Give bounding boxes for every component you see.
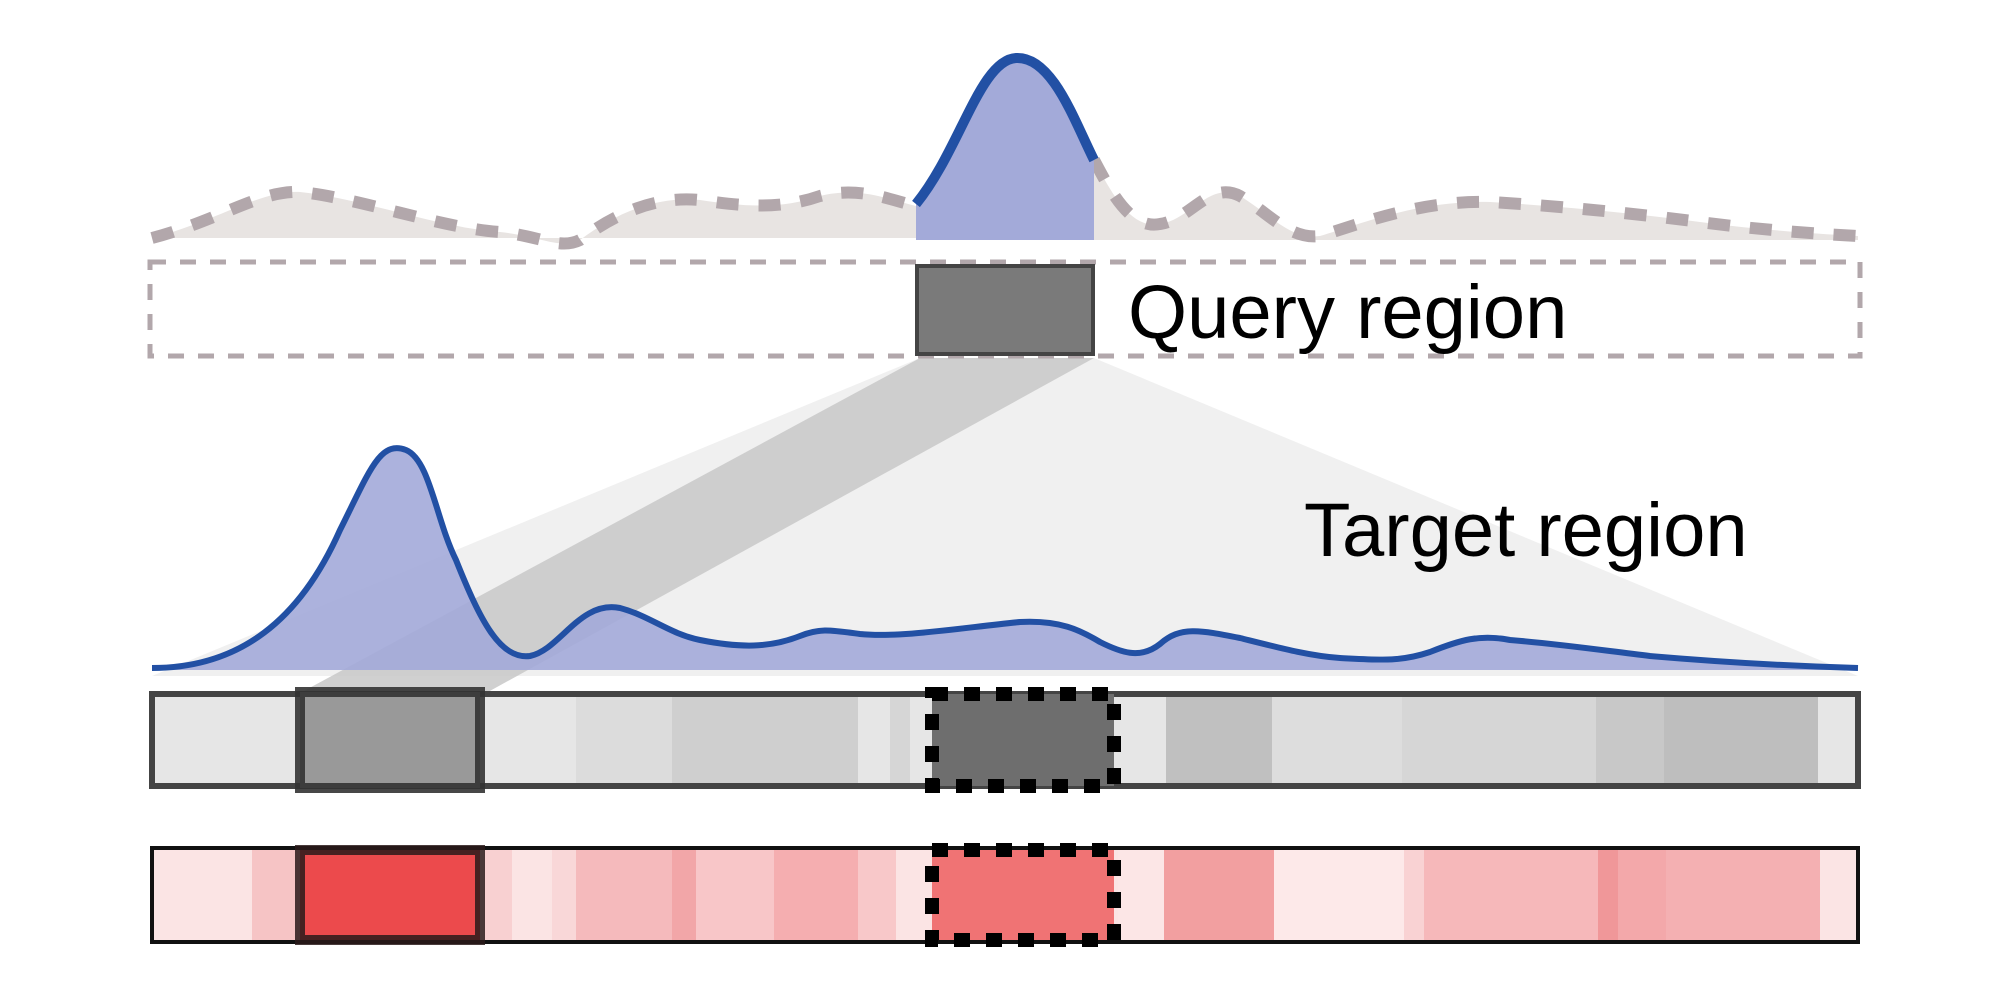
query-region-label: Query region <box>1128 270 1567 355</box>
target-signal-line <box>151 445 1859 671</box>
query-background-signal-dashed-right <box>1088 157 1859 243</box>
red-segment <box>552 848 576 942</box>
red-segment <box>858 848 896 942</box>
red-segment <box>484 848 512 942</box>
gray-match-box <box>295 687 485 793</box>
red-segment <box>1598 848 1618 942</box>
red-segment <box>1424 848 1598 942</box>
red-segment <box>1274 848 1404 942</box>
gray-segment <box>890 694 910 786</box>
red-segment <box>774 848 858 942</box>
query-background-signal-fill <box>152 160 1858 244</box>
red-segment <box>696 848 774 942</box>
query-track-outline <box>147 259 1863 359</box>
projection-cone-dark <box>302 358 1094 692</box>
red-match-box <box>295 845 485 945</box>
gray-segment <box>1402 694 1596 786</box>
gray-segment <box>1272 694 1402 786</box>
gray-dotted-outline <box>925 687 1121 793</box>
red-segment <box>1118 848 1164 942</box>
red-segment <box>1404 848 1424 942</box>
query-region-box <box>915 264 1095 356</box>
gray-segment <box>1596 694 1664 786</box>
query-peak-line <box>912 53 1099 208</box>
gray-segment <box>1166 694 1272 786</box>
gray-segment <box>1664 694 1818 786</box>
red-segment <box>1164 848 1274 942</box>
red-segment <box>1618 848 1666 942</box>
target-region-label: Target region <box>1304 488 1748 573</box>
gray-segment <box>576 694 672 786</box>
red-dotted-outline <box>925 843 1121 947</box>
red-segment <box>672 848 696 942</box>
red-segment <box>1666 848 1820 942</box>
query-peak-fill <box>916 57 1094 241</box>
gray-segment <box>672 694 858 786</box>
red-segment <box>252 848 300 942</box>
query-background-signal-dashed <box>150 185 918 250</box>
red-candidate-box <box>932 850 1114 940</box>
gray-candidate-box <box>932 694 1114 786</box>
red-segment <box>576 848 672 942</box>
